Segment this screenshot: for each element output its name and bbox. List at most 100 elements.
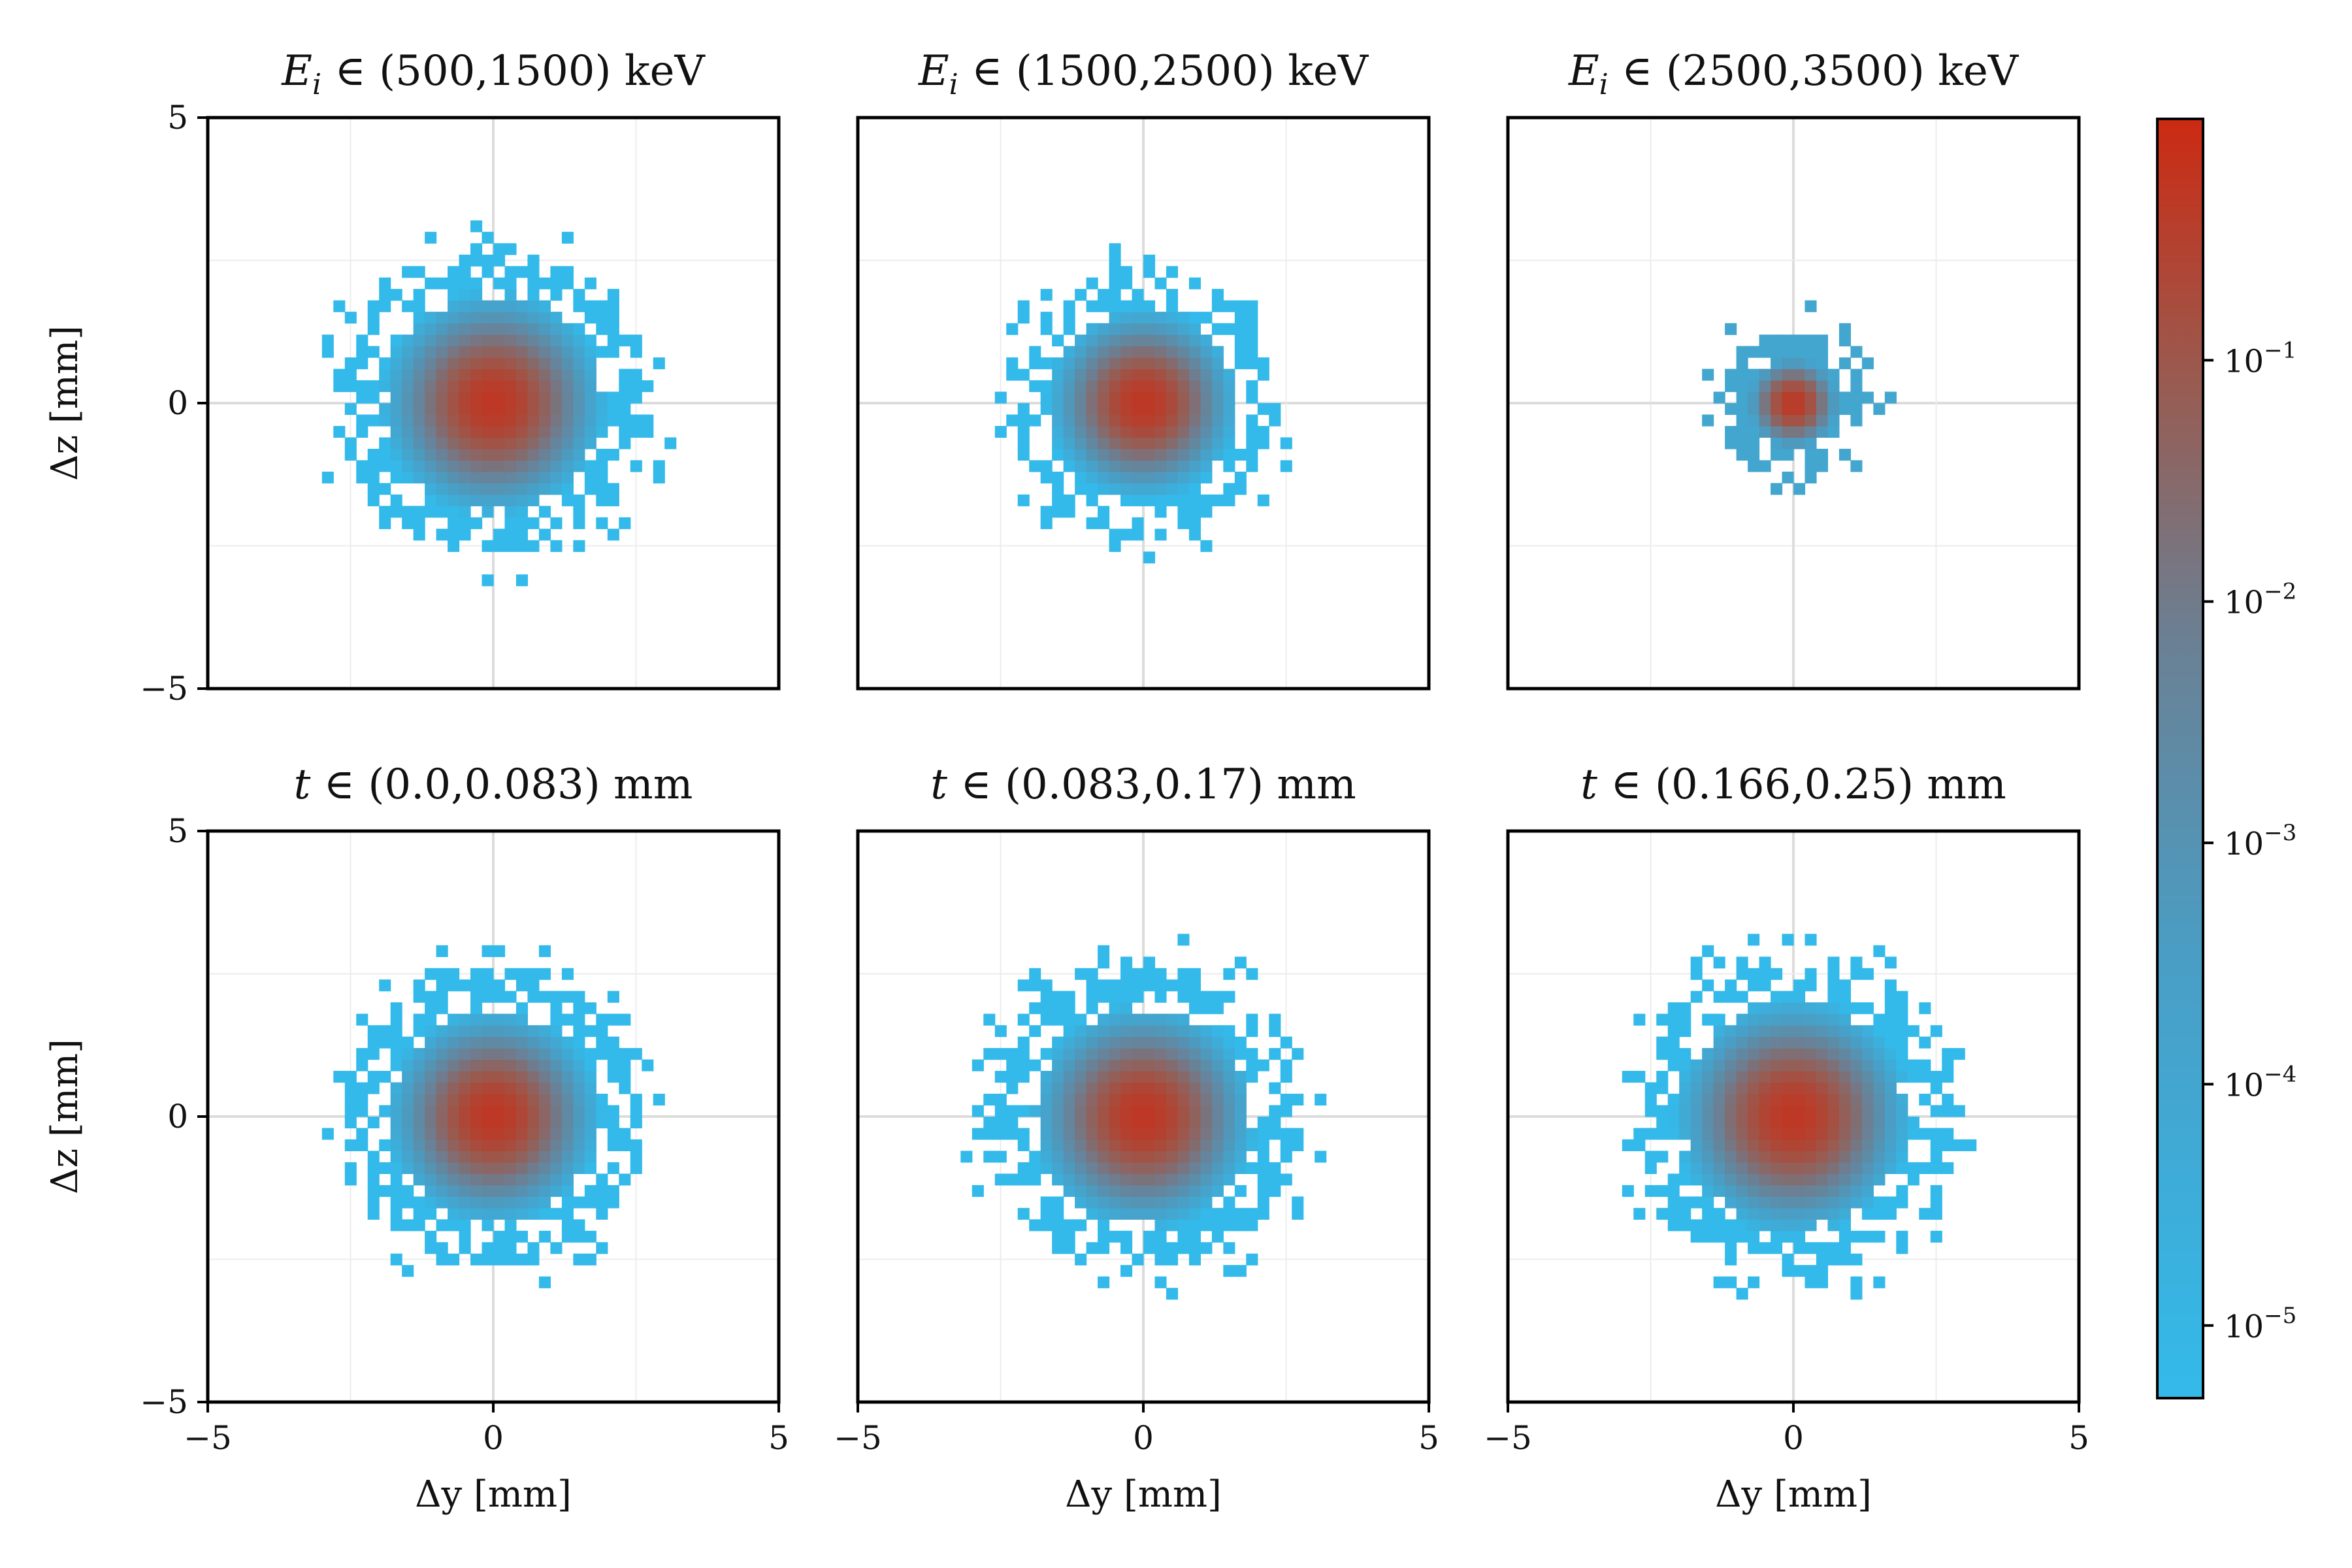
- heatmap-bin: [1200, 437, 1213, 449]
- heatmap-bin: [1143, 1196, 1156, 1209]
- heatmap-bin: [1827, 1002, 1840, 1015]
- heatmap-bin: [550, 1071, 563, 1083]
- colorbar-tick-label: 10−2: [2224, 579, 2296, 621]
- heatmap-bin: [1679, 1173, 1691, 1186]
- heatmap-bin: [1086, 1048, 1098, 1060]
- heatmap-bin: [1713, 1276, 1725, 1288]
- heatmap-bin: [1109, 1151, 1121, 1163]
- heatmap-bin: [1805, 1036, 1817, 1049]
- heatmap-bin: [1188, 312, 1201, 324]
- heatmap-bin: [584, 460, 596, 472]
- heatmap-bin: [470, 1139, 483, 1152]
- heatmap-bin: [561, 1071, 574, 1083]
- heatmap-bin: [1930, 1128, 1942, 1140]
- heatmap-bin: [413, 289, 425, 301]
- heatmap-bin: [413, 990, 425, 1003]
- heatmap-bin: [470, 437, 483, 449]
- heatmap-bin: [1029, 1173, 1041, 1186]
- heatmap-bin: [470, 471, 483, 483]
- heatmap-bin: [367, 1184, 380, 1197]
- heatmap-bin: [972, 1184, 984, 1197]
- heatmap-bin: [390, 460, 402, 472]
- heatmap-bin: [1748, 1036, 1760, 1049]
- heatmap-bin: [1793, 1184, 1806, 1197]
- heatmap-bin: [356, 391, 368, 404]
- heatmap-bin: [448, 1219, 460, 1232]
- heatmap-bin: [482, 1105, 494, 1117]
- heatmap-bin: [561, 403, 574, 416]
- heatmap-bin: [1713, 1071, 1725, 1083]
- heatmap-bin: [1098, 1013, 1110, 1026]
- heatmap-bin: [504, 1253, 517, 1266]
- heatmap-bin: [390, 368, 402, 381]
- heatmap-bin: [596, 471, 608, 483]
- heatmap-bin: [538, 414, 551, 427]
- heatmap-bin: [1086, 403, 1098, 416]
- heatmap-bin: [1805, 460, 1817, 472]
- heatmap-bin: [1805, 1242, 1817, 1254]
- heatmap-bin: [1223, 380, 1235, 393]
- heatmap-bin: [1805, 1105, 1817, 1117]
- heatmap-bin: [1679, 1128, 1691, 1140]
- heatmap-bin: [584, 1082, 596, 1094]
- heatmap-bin: [1942, 1094, 1954, 1106]
- heatmap-bin: [1702, 1105, 1714, 1117]
- heatmap-bin: [425, 1184, 437, 1197]
- heatmap-bin: [1040, 517, 1053, 529]
- heatmap-bin: [1132, 391, 1144, 404]
- heatmap-bin: [1052, 1094, 1064, 1106]
- heatmap-bin: [584, 1002, 596, 1015]
- heatmap-bin: [619, 425, 631, 438]
- heatmap-bin: [1109, 1117, 1121, 1129]
- heatmap-bin: [1690, 1139, 1703, 1152]
- heatmap-bin: [504, 1139, 517, 1152]
- heatmap-bin: [573, 1128, 585, 1140]
- heatmap-bin: [504, 300, 517, 312]
- heatmap-bin: [527, 1162, 540, 1174]
- heatmap-bin: [1154, 968, 1167, 980]
- heatmap-bin: [561, 494, 574, 506]
- heatmap-bin: [1759, 460, 1771, 472]
- heatmap-bin: [1713, 1139, 1725, 1152]
- heatmap-bin: [1679, 1013, 1691, 1026]
- tick-base: 10: [2224, 1067, 2264, 1103]
- heatmap-bin: [1040, 1048, 1053, 1060]
- heatmap-bin: [527, 540, 540, 552]
- heatmap-bin: [493, 471, 506, 483]
- heatmap-bin: [550, 323, 563, 335]
- heatmap-bin: [515, 1036, 529, 1049]
- heatmap-bin: [1713, 1025, 1725, 1037]
- heatmap-bin: [1736, 968, 1748, 980]
- heatmap-bin: [356, 1082, 368, 1094]
- heatmap-bin: [515, 357, 529, 370]
- heatmap-bin: [1188, 335, 1201, 347]
- heatmap-bin: [1120, 1059, 1133, 1071]
- heatmap-bin: [607, 346, 619, 358]
- heatmap-bin: [1805, 1184, 1817, 1197]
- heatmap-bin: [482, 990, 494, 1003]
- heatmap-bin: [1200, 357, 1213, 370]
- heatmap-bin: [425, 1242, 437, 1254]
- heatmap-bin: [527, 357, 540, 370]
- heatmap-bin: [459, 1082, 471, 1094]
- heatmap-bin: [1782, 1094, 1794, 1106]
- heatmap-bin: [1132, 1173, 1144, 1186]
- heatmap-bin: [1771, 1117, 1783, 1129]
- heatmap-bin: [1805, 1151, 1817, 1163]
- heatmap-bin: [356, 1128, 368, 1140]
- heatmap-bin: [1793, 1265, 1806, 1277]
- heatmap-bin: [1120, 1094, 1133, 1106]
- heatmap-bin: [1793, 1230, 1806, 1243]
- heatmap-bin: [1736, 1082, 1748, 1094]
- heatmap-bin: [436, 357, 448, 370]
- heatmap-bin: [482, 1196, 494, 1209]
- heatmap-bin: [619, 414, 631, 427]
- heatmap-bins: [321, 945, 665, 1288]
- heatmap-bin: [550, 346, 563, 358]
- heatmap-bin: [1827, 1082, 1840, 1094]
- heatmap-bin: [1656, 1117, 1669, 1129]
- heatmap-bin: [1143, 254, 1156, 267]
- heatmap-bin: [482, 414, 494, 427]
- heatmap-bin: [1075, 425, 1087, 438]
- colorbar-tick-label: 10−4: [2224, 1061, 2296, 1103]
